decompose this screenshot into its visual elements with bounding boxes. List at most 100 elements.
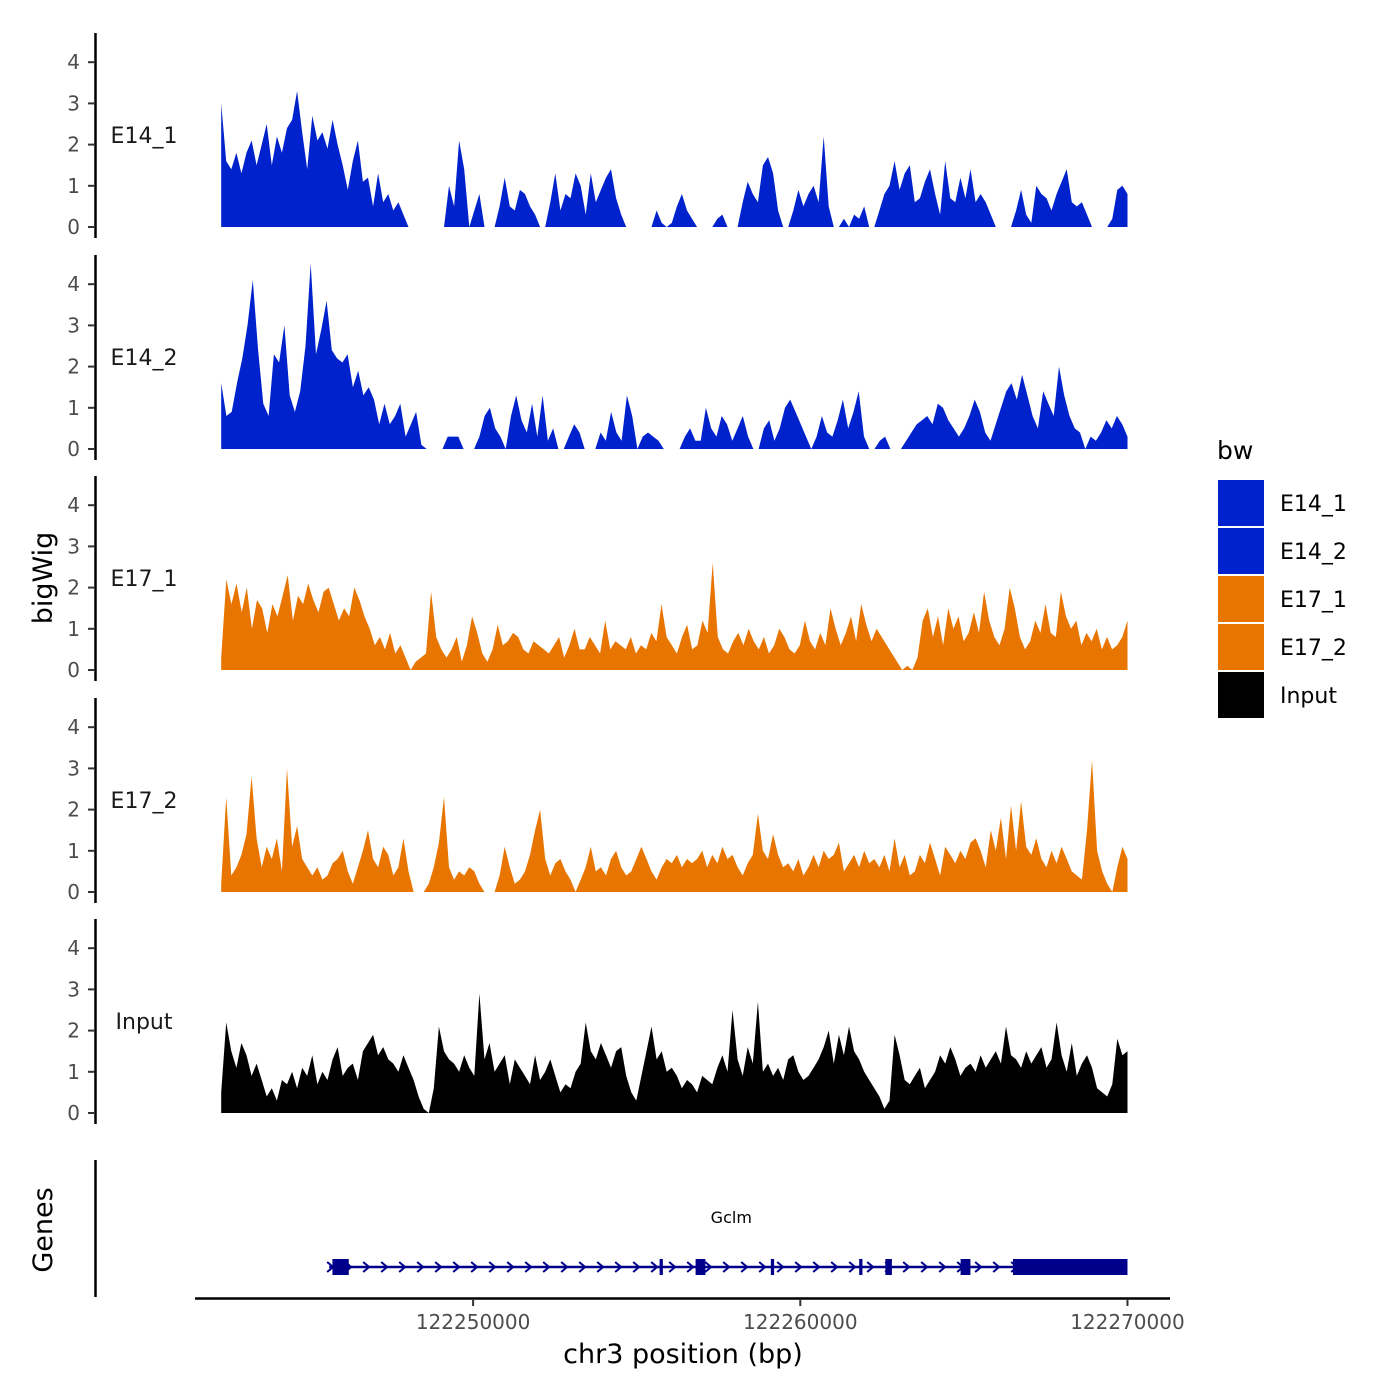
track-label: E17_2 bbox=[111, 789, 178, 814]
strand-arrow bbox=[398, 1261, 407, 1273]
track-E14_1: 0 1 2 3 4 E14_1 bbox=[67, 33, 1128, 239]
y-tick-label: 3 bbox=[67, 977, 80, 1001]
strand-arrow bbox=[416, 1261, 425, 1273]
strand-arrow bbox=[812, 1261, 821, 1273]
gene-name-label: Gclm bbox=[711, 1208, 752, 1227]
strand-arrow bbox=[506, 1261, 515, 1273]
strand-arrow bbox=[434, 1261, 443, 1273]
x-axis-title: chr3 position (bp) bbox=[563, 1339, 803, 1370]
strand-arrow bbox=[632, 1261, 641, 1273]
strand-arrow bbox=[488, 1261, 497, 1273]
strand-arrow bbox=[830, 1261, 839, 1273]
coverage-area-Input bbox=[221, 993, 1128, 1113]
coverage-tracks: 0 1 2 3 4 E14_1 0 1 2 3 4 E14_2 0 1 2 3 4 E17_1 0 1 2 3 4 E17_2… bbox=[67, 33, 1128, 1125]
y-tick-label: 2 bbox=[67, 133, 80, 157]
gene-track-title: Genes bbox=[28, 1187, 59, 1272]
strand-arrow bbox=[938, 1261, 947, 1273]
strand-arrow bbox=[902, 1261, 911, 1273]
y-tick-label: 4 bbox=[67, 715, 80, 739]
y-tick-label: 2 bbox=[67, 1019, 80, 1043]
legend-key-Input bbox=[1218, 672, 1264, 718]
exon bbox=[1012, 1259, 1128, 1275]
exon bbox=[770, 1259, 775, 1275]
track-E14_2: 0 1 2 3 4 E14_2 bbox=[67, 255, 1128, 461]
track-label: E14_2 bbox=[111, 346, 178, 371]
coverage-area-E17_2 bbox=[221, 760, 1128, 892]
legend-label: E14_2 bbox=[1280, 540, 1347, 565]
exon bbox=[659, 1259, 663, 1275]
exon bbox=[695, 1259, 706, 1275]
strand-arrow bbox=[614, 1261, 623, 1273]
strand-arrow bbox=[362, 1261, 371, 1273]
strand-arrow bbox=[686, 1261, 695, 1273]
track-label: E17_1 bbox=[111, 567, 178, 592]
gene-track-panel: Genes Gclm bbox=[28, 1160, 1128, 1297]
gene-model bbox=[326, 1259, 1128, 1275]
strand-arrow bbox=[740, 1261, 749, 1273]
exon bbox=[885, 1259, 892, 1275]
y-tick-label: 3 bbox=[67, 91, 80, 115]
y-tick-label: 3 bbox=[67, 534, 80, 558]
y-tick-label: 3 bbox=[67, 313, 80, 337]
y-tick-label: 4 bbox=[67, 50, 80, 74]
exon bbox=[960, 1259, 971, 1275]
strand-arrow bbox=[866, 1261, 875, 1273]
strand-arrow bbox=[470, 1261, 479, 1273]
strand-arrow bbox=[524, 1261, 533, 1273]
y-axis-title: bigWig bbox=[28, 532, 59, 625]
track-E17_1: 0 1 2 3 4 E17_1 bbox=[67, 476, 1128, 682]
legend-label: E17_1 bbox=[1280, 588, 1347, 613]
y-tick-label: 2 bbox=[67, 355, 80, 379]
y-tick-label: 1 bbox=[67, 617, 80, 641]
y-tick-label: 1 bbox=[67, 396, 80, 420]
legend: bw E14_1 E14_2 E17_1 E17_2 Input bbox=[1217, 436, 1347, 718]
track-label: Input bbox=[116, 1010, 173, 1035]
y-tick-label: 4 bbox=[67, 272, 80, 296]
x-tick-label: 122270000 bbox=[1070, 1310, 1185, 1334]
x-tick-label: 122260000 bbox=[743, 1310, 858, 1334]
strand-arrow bbox=[776, 1261, 785, 1273]
legend-key-E17_1 bbox=[1218, 576, 1264, 622]
legend-key-E17_2 bbox=[1218, 624, 1264, 670]
y-tick-label: 2 bbox=[67, 576, 80, 600]
strand-arrow bbox=[920, 1261, 929, 1273]
strand-arrow bbox=[794, 1261, 803, 1273]
strand-arrow bbox=[992, 1261, 1001, 1273]
coverage-area-E17_1 bbox=[221, 562, 1128, 670]
x-axis: 122250000 122260000 122270000 bbox=[195, 1297, 1185, 1334]
y-tick-label: 0 bbox=[67, 1101, 80, 1125]
legend-label: E14_1 bbox=[1280, 492, 1347, 517]
y-tick-label: 1 bbox=[67, 1060, 80, 1084]
strand-arrow bbox=[974, 1261, 983, 1273]
y-tick-label: 4 bbox=[67, 493, 80, 517]
strand-arrow bbox=[380, 1261, 389, 1273]
track-Input: 0 1 2 3 4 Input bbox=[67, 919, 1128, 1125]
coverage-area-E14_1 bbox=[221, 91, 1128, 227]
x-tick-label: 122250000 bbox=[416, 1310, 531, 1334]
strand-arrow bbox=[542, 1261, 551, 1273]
y-tick-label: 1 bbox=[67, 174, 80, 198]
strand-arrow bbox=[560, 1261, 569, 1273]
y-tick-label: 1 bbox=[67, 839, 80, 863]
y-tick-label: 0 bbox=[67, 215, 80, 239]
exon bbox=[332, 1259, 349, 1275]
strand-arrow bbox=[722, 1261, 731, 1273]
strand-arrow bbox=[848, 1261, 857, 1273]
strand-arrow bbox=[596, 1261, 605, 1273]
y-tick-label: 2 bbox=[67, 798, 80, 822]
track-E17_2: 0 1 2 3 4 E17_2 bbox=[67, 698, 1128, 904]
y-tick-label: 0 bbox=[67, 437, 80, 461]
strand-arrow bbox=[578, 1261, 587, 1273]
legend-label: Input bbox=[1280, 684, 1337, 709]
y-tick-label: 3 bbox=[67, 756, 80, 780]
exon bbox=[859, 1259, 863, 1275]
y-tick-label: 0 bbox=[67, 658, 80, 682]
coverage-area-E14_2 bbox=[221, 263, 1128, 449]
strand-arrow bbox=[704, 1261, 713, 1273]
strand-arrow bbox=[650, 1261, 659, 1273]
legend-title: bw bbox=[1217, 436, 1253, 465]
track-label: E14_1 bbox=[111, 124, 178, 149]
y-tick-label: 4 bbox=[67, 936, 80, 960]
legend-key-E14_2 bbox=[1218, 528, 1264, 574]
